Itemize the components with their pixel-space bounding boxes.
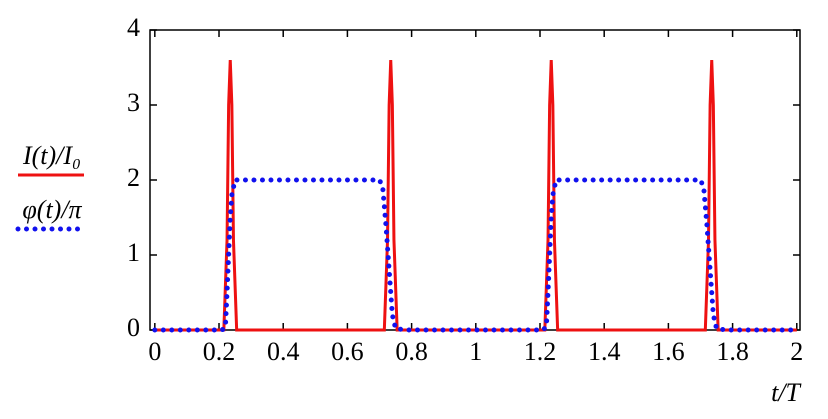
- y-tick-label: 1: [127, 238, 140, 267]
- x-tick-label: 1.4: [588, 337, 621, 366]
- x-tick-label: 2: [790, 337, 803, 366]
- x-tick-label: 0.2: [203, 337, 236, 366]
- x-tick-label: 1.2: [524, 337, 557, 366]
- y-tick-label: 4: [127, 13, 140, 42]
- x-axis-label: t/T: [771, 378, 801, 407]
- x-tick-label: 0: [148, 337, 161, 366]
- x-tick-label: 1: [469, 337, 482, 366]
- y-tick-label: 2: [127, 163, 140, 192]
- x-tick-label: 1.8: [716, 337, 749, 366]
- y-tick-label: 3: [127, 88, 140, 117]
- series-line: [154, 59, 797, 332]
- series-line: [152, 177, 800, 333]
- legend-label: I(t)/I₀: [22, 141, 81, 170]
- x-tick-label: 1.6: [652, 337, 685, 366]
- y-tick-label: 0: [127, 313, 140, 342]
- legend-label: φ(t)/π: [22, 195, 82, 224]
- x-tick-label: 0.4: [267, 337, 300, 366]
- x-tick-label: 0.6: [331, 337, 364, 366]
- x-tick-label: 0.8: [395, 337, 428, 366]
